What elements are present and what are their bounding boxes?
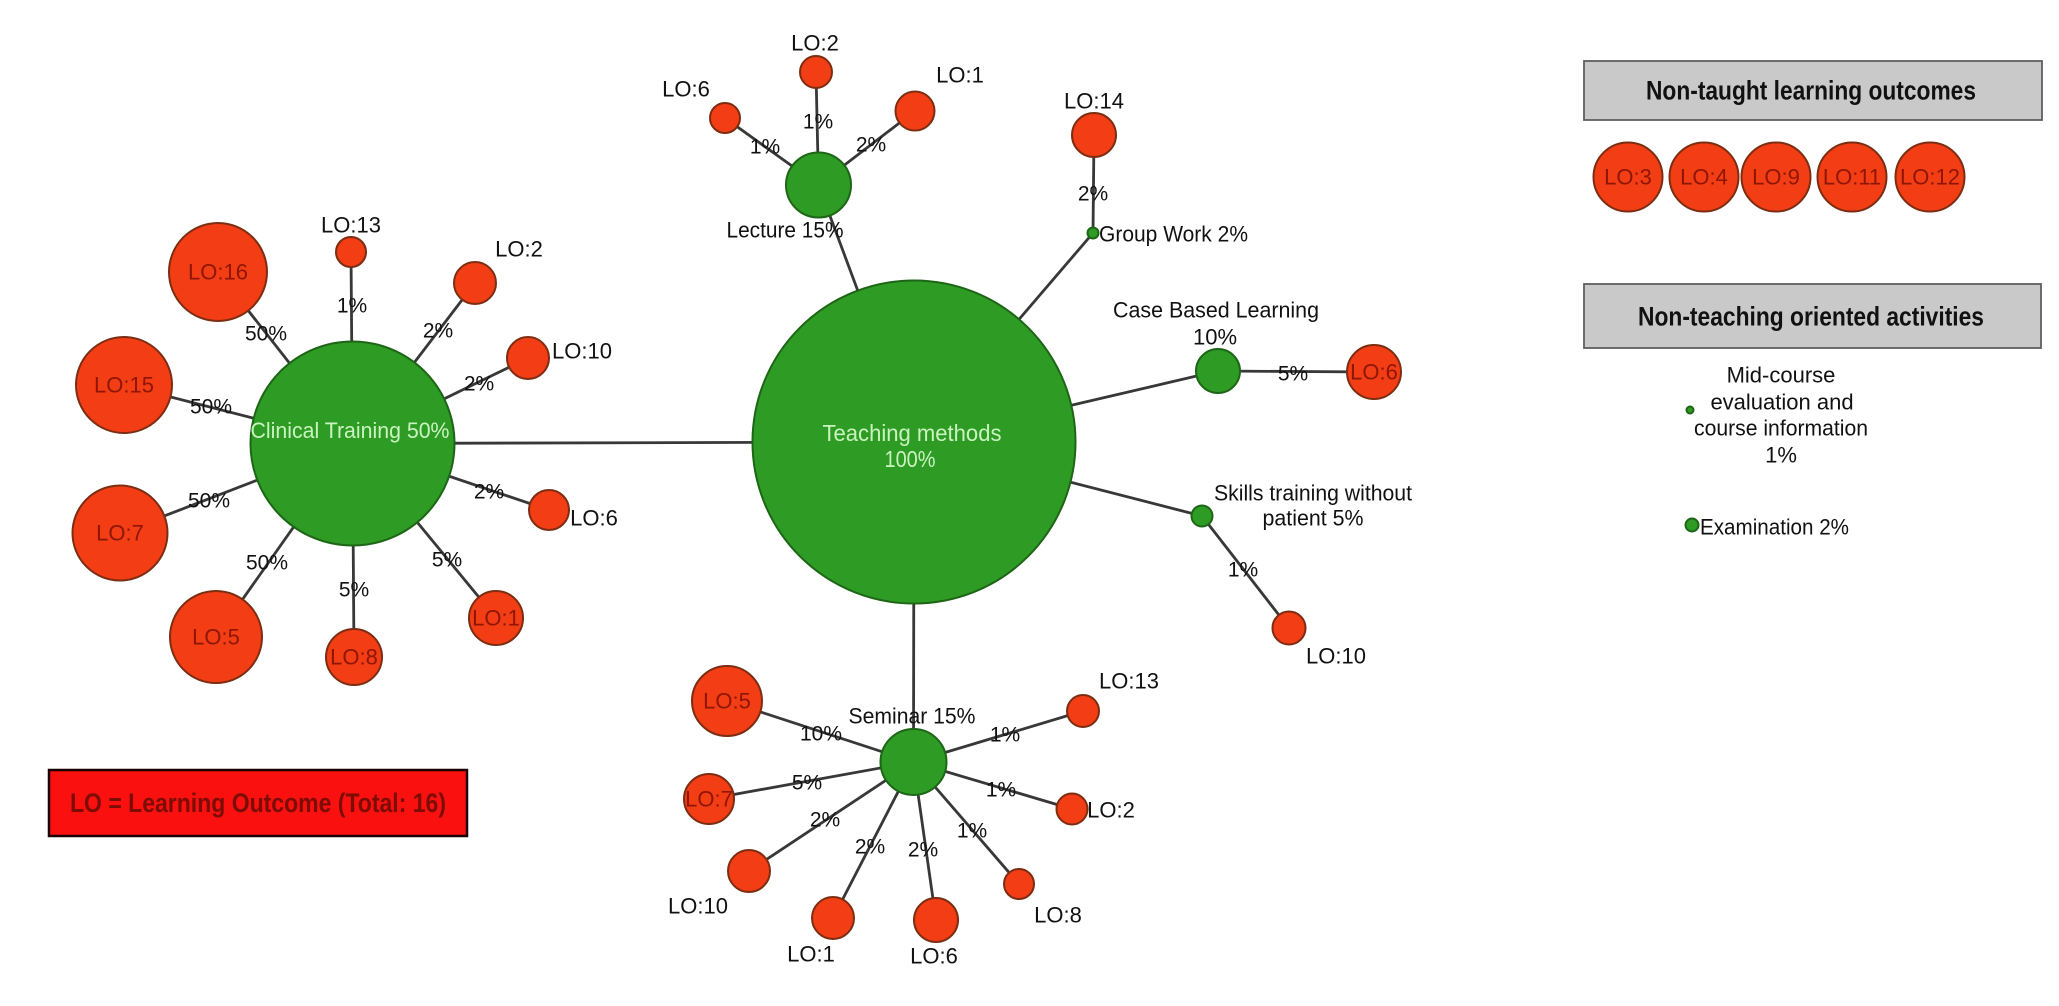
svg-text:5%: 5% bbox=[432, 548, 462, 571]
svg-text:Seminar 15%: Seminar 15% bbox=[849, 704, 976, 729]
svg-text:1%: 1% bbox=[957, 819, 987, 842]
svg-text:LO:2: LO:2 bbox=[1087, 798, 1135, 823]
svg-text:Group Work 2%: Group Work 2% bbox=[1099, 222, 1248, 247]
svg-text:Case Based Learning: Case Based Learning bbox=[1113, 298, 1319, 323]
svg-text:LO:12: LO:12 bbox=[1900, 165, 1960, 190]
svg-text:evaluation and: evaluation and bbox=[1710, 390, 1853, 415]
svg-text:LO:8: LO:8 bbox=[1034, 903, 1082, 928]
svg-text:LO:10: LO:10 bbox=[668, 894, 728, 919]
svg-text:Examination 2%: Examination 2% bbox=[1700, 515, 1849, 540]
svg-text:1%: 1% bbox=[803, 110, 833, 133]
svg-text:10%: 10% bbox=[1193, 325, 1237, 350]
svg-text:LO:5: LO:5 bbox=[192, 625, 240, 650]
svg-text:Non-taught learning outcomes: Non-taught learning outcomes bbox=[1646, 76, 1976, 106]
svg-text:LO:7: LO:7 bbox=[96, 521, 144, 546]
svg-text:2%: 2% bbox=[464, 372, 494, 395]
svg-text:50%: 50% bbox=[190, 395, 232, 418]
svg-text:5%: 5% bbox=[339, 578, 369, 601]
svg-text:Teaching methods: Teaching methods bbox=[823, 420, 1002, 446]
svg-text:course information: course information bbox=[1694, 416, 1868, 441]
svg-text:Mid-course: Mid-course bbox=[1727, 363, 1836, 388]
svg-text:2%: 2% bbox=[474, 480, 504, 503]
svg-text:Clinical Training 50%: Clinical Training 50% bbox=[251, 418, 450, 443]
svg-text:2%: 2% bbox=[908, 838, 938, 861]
svg-text:LO:4: LO:4 bbox=[1680, 165, 1728, 190]
svg-text:patient 5%: patient 5% bbox=[1263, 506, 1364, 531]
svg-text:LO:6: LO:6 bbox=[910, 944, 958, 969]
svg-text:LO:6: LO:6 bbox=[570, 506, 618, 531]
svg-text:1%: 1% bbox=[337, 294, 367, 317]
svg-text:2%: 2% bbox=[810, 808, 840, 831]
svg-text:1%: 1% bbox=[750, 135, 780, 158]
svg-text:LO:1: LO:1 bbox=[472, 606, 520, 631]
svg-text:2%: 2% bbox=[855, 835, 885, 858]
svg-text:2%: 2% bbox=[856, 133, 886, 156]
svg-text:5%: 5% bbox=[1278, 362, 1308, 385]
svg-text:1%: 1% bbox=[990, 723, 1020, 746]
svg-text:50%: 50% bbox=[246, 551, 288, 574]
svg-text:2%: 2% bbox=[423, 319, 453, 342]
svg-text:LO:16: LO:16 bbox=[188, 260, 248, 285]
svg-text:50%: 50% bbox=[245, 322, 287, 345]
svg-text:1%: 1% bbox=[1228, 558, 1258, 581]
svg-text:1%: 1% bbox=[986, 778, 1016, 801]
svg-text:LO:15: LO:15 bbox=[94, 373, 154, 398]
svg-text:5%: 5% bbox=[792, 771, 822, 794]
svg-text:10%: 10% bbox=[800, 722, 842, 745]
svg-text:LO:1: LO:1 bbox=[787, 942, 835, 967]
svg-text:100%: 100% bbox=[885, 446, 936, 472]
svg-text:LO:8: LO:8 bbox=[330, 645, 378, 670]
svg-text:LO:14: LO:14 bbox=[1064, 89, 1124, 114]
svg-text:LO:13: LO:13 bbox=[1099, 669, 1159, 694]
svg-text:LO:11: LO:11 bbox=[1823, 165, 1881, 190]
svg-text:LO:10: LO:10 bbox=[1306, 644, 1366, 669]
svg-text:LO:2: LO:2 bbox=[791, 31, 839, 56]
svg-text:LO:5: LO:5 bbox=[703, 689, 751, 714]
svg-text:LO:6: LO:6 bbox=[662, 77, 710, 102]
svg-text:Non-teaching oriented activiti: Non-teaching oriented activities bbox=[1638, 302, 1984, 332]
svg-text:LO:9: LO:9 bbox=[1752, 165, 1800, 190]
svg-text:Skills training without: Skills training without bbox=[1214, 481, 1412, 506]
svg-text:LO:1: LO:1 bbox=[936, 63, 984, 88]
svg-text:LO:10: LO:10 bbox=[552, 339, 612, 364]
svg-text:LO:3: LO:3 bbox=[1604, 165, 1652, 190]
svg-text:2%: 2% bbox=[1078, 182, 1108, 205]
svg-text:LO:6: LO:6 bbox=[1350, 360, 1398, 385]
svg-text:1%: 1% bbox=[1765, 443, 1797, 468]
svg-text:LO = Learning Outcome (Total:: LO = Learning Outcome (Total: 16) bbox=[70, 788, 446, 818]
svg-text:Lecture 15%: Lecture 15% bbox=[727, 218, 844, 243]
svg-text:LO:13: LO:13 bbox=[321, 213, 381, 238]
svg-text:LO:7: LO:7 bbox=[685, 787, 733, 812]
svg-text:50%: 50% bbox=[188, 489, 230, 512]
svg-text:LO:2: LO:2 bbox=[495, 237, 543, 262]
